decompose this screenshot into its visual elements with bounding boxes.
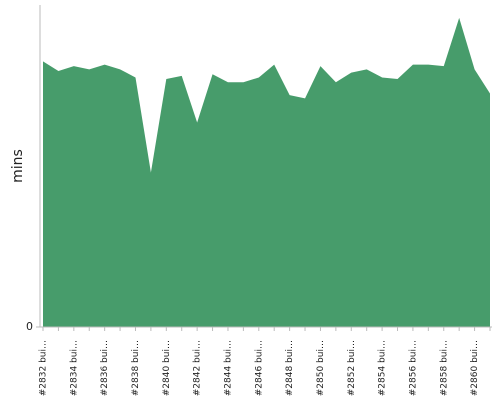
x-tick-label: #2832 bui…	[39, 340, 49, 396]
y-axis-label: mins	[10, 149, 26, 183]
x-tick-label: #2840 bui…	[162, 340, 172, 396]
x-tick-label: #2842 bui…	[193, 340, 203, 396]
x-tick-label: #2856 bui…	[408, 340, 418, 396]
x-tick-label: #2854 bui…	[378, 340, 388, 396]
y-tick-label: 0	[26, 320, 33, 333]
x-tick-label: #2846 bui…	[254, 340, 264, 396]
x-tick-label: #2848 bui…	[285, 340, 295, 396]
x-tick-label: #2858 bui…	[439, 340, 449, 396]
x-tick-label: #2844 bui…	[223, 340, 233, 396]
x-tick-label: #2836 bui…	[100, 340, 110, 396]
x-tick-label: #2860 bui…	[470, 340, 480, 396]
area	[43, 17, 490, 327]
x-tick-label: #2852 bui…	[347, 340, 357, 396]
x-tick-label: #2850 bui…	[316, 340, 326, 396]
x-tick-label: #2838 bui…	[131, 340, 141, 396]
x-tick-label: #2834 bui…	[69, 340, 79, 396]
